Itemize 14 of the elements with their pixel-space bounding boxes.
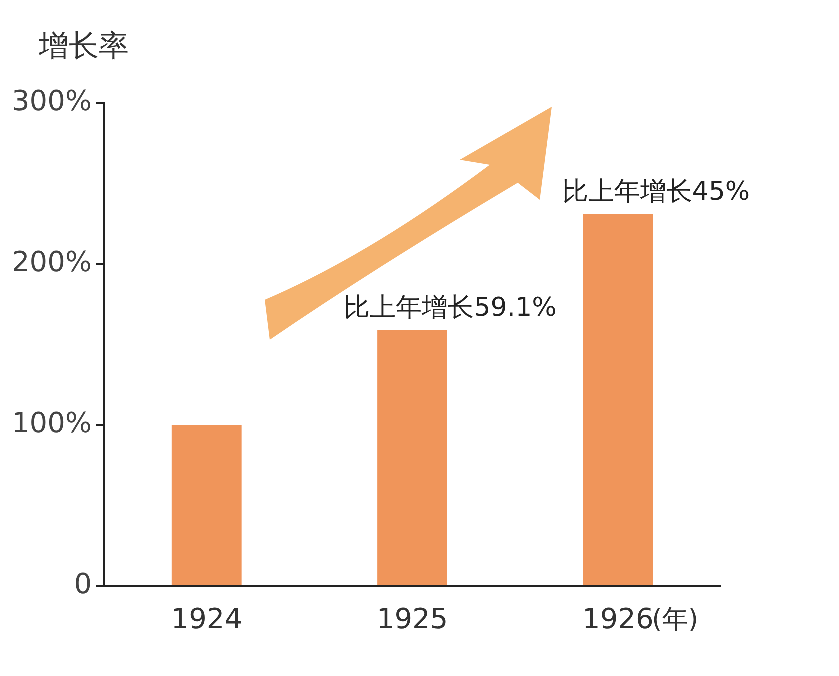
x-tick-label: 1924	[171, 602, 243, 636]
x-tick-label: 1926	[582, 602, 654, 636]
x-axis-title: (年)	[652, 604, 698, 635]
bar	[583, 214, 654, 586]
annotation: 比上年增长45%	[562, 176, 750, 207]
y-tick-label: 200%	[12, 245, 92, 278]
y-tick-label: 100%	[12, 406, 92, 440]
x-tick-label: 1925	[376, 602, 448, 636]
bar	[378, 330, 448, 586]
y-tick-label: 300%	[12, 84, 92, 118]
y-tick-label: 0	[74, 568, 92, 601]
annotation: 比上年增长59.1%	[344, 292, 557, 323]
y-axis-title: 增长率	[38, 28, 130, 64]
bar	[172, 425, 242, 586]
